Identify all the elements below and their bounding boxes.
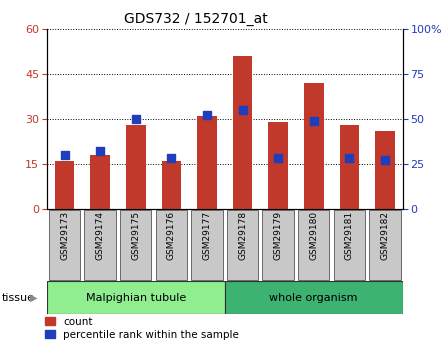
Bar bbox=[369, 210, 400, 280]
Bar bbox=[263, 210, 294, 280]
Text: GSM29180: GSM29180 bbox=[309, 211, 318, 260]
Bar bbox=[191, 210, 222, 280]
Point bbox=[203, 113, 210, 118]
Text: whole organism: whole organism bbox=[270, 293, 358, 303]
Text: tissue: tissue bbox=[2, 293, 35, 303]
Point bbox=[310, 118, 317, 124]
Bar bbox=[375, 131, 395, 209]
Bar bbox=[233, 56, 252, 209]
Bar bbox=[55, 161, 74, 209]
Bar bbox=[227, 210, 258, 280]
Text: GSM29178: GSM29178 bbox=[238, 211, 247, 260]
Text: GSM29175: GSM29175 bbox=[131, 211, 140, 260]
Bar bbox=[120, 210, 151, 280]
Point bbox=[97, 149, 104, 154]
Text: GDS732 / 152701_at: GDS732 / 152701_at bbox=[124, 12, 268, 26]
Bar bbox=[49, 210, 80, 280]
Bar bbox=[304, 83, 324, 209]
Text: GSM29177: GSM29177 bbox=[202, 211, 211, 260]
Bar bbox=[126, 125, 146, 209]
Point bbox=[381, 158, 388, 163]
Bar bbox=[334, 210, 365, 280]
Text: GSM29182: GSM29182 bbox=[380, 211, 389, 260]
Bar bbox=[156, 210, 187, 280]
Point bbox=[275, 156, 282, 161]
Text: GSM29173: GSM29173 bbox=[60, 211, 69, 260]
Bar bbox=[340, 125, 359, 209]
Point bbox=[168, 156, 175, 161]
Point bbox=[346, 156, 353, 161]
Legend: count, percentile rank within the sample: count, percentile rank within the sample bbox=[45, 317, 239, 340]
Bar bbox=[162, 161, 181, 209]
Text: GSM29181: GSM29181 bbox=[345, 211, 354, 260]
Bar bbox=[197, 116, 217, 209]
Bar bbox=[225, 281, 403, 314]
Bar bbox=[85, 210, 116, 280]
Bar bbox=[268, 122, 288, 209]
Text: Malpighian tubule: Malpighian tubule bbox=[85, 293, 186, 303]
Bar bbox=[90, 155, 110, 209]
Point bbox=[61, 152, 68, 158]
Bar bbox=[298, 210, 329, 280]
Text: ▶: ▶ bbox=[30, 293, 38, 303]
Text: GSM29176: GSM29176 bbox=[167, 211, 176, 260]
Point bbox=[239, 107, 246, 113]
Point bbox=[132, 116, 139, 122]
Bar bbox=[47, 281, 225, 314]
Text: GSM29174: GSM29174 bbox=[96, 211, 105, 260]
Text: GSM29179: GSM29179 bbox=[274, 211, 283, 260]
